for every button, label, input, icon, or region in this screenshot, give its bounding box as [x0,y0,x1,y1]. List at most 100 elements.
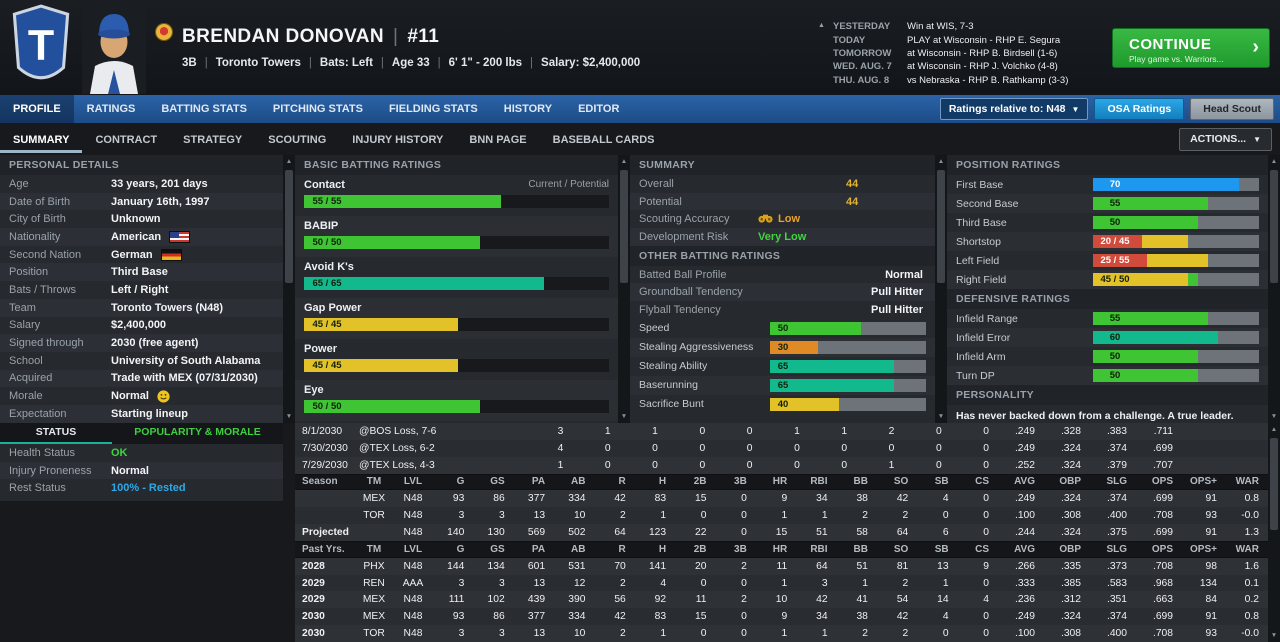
table-cell: 11 [776,560,788,572]
scrollbar-thumb[interactable] [1270,170,1278,283]
table-cell: MEX [362,493,386,505]
scroll-up-icon[interactable]: ▲ [620,158,628,165]
table-cell: .335 [1060,560,1081,572]
nav-tab-history[interactable]: HISTORY [503,103,553,115]
subnav-tab-contract[interactable]: CONTRACT [95,134,158,146]
table-cell: 34 [816,493,828,505]
nav-tab-pitching-stats[interactable]: PITCHING STATS [272,103,363,115]
table-cell: .324 [1060,611,1081,623]
detail-value: Left / Right [111,283,169,296]
scroll-down-icon[interactable]: ▼ [1270,413,1278,420]
table-cell: 13 [533,628,546,640]
nav-tab-ratings[interactable]: RATINGS [86,103,136,115]
schedule-collapse-icon[interactable]: ▲ [818,22,825,29]
table-cell: .324 [1060,526,1081,538]
table-cell: 3 [557,425,564,437]
table-cell: .375 [1106,526,1127,538]
table-cell: .699 [1152,442,1173,454]
stats-row: TOR N48 3 3 13 10 2 1 0 0 1 1 2 2 0 0.100.308.400.708 93… [295,507,1268,525]
table-cell: 0 [652,459,658,471]
scrollbar[interactable]: ▲ ▼ [283,155,295,423]
schedule-block: YESTERDAY Win at WIS, 7-3 TODAY PLAY at Wis… [833,20,1113,87]
table-cell: R [618,476,626,488]
scrollbar-thumb[interactable] [620,170,628,283]
subnav-tab-summary[interactable]: SUMMARY [0,125,82,153]
table-cell: .244 [1014,526,1035,538]
table-cell: 93 [1205,628,1217,640]
table-cell: 0 [699,442,706,454]
rating-stealing-aggressiveness: Stealing Aggressiveness 30 [630,337,935,357]
nav-tab-batting-stats[interactable]: BATTING STATS [161,103,247,115]
game-log-row[interactable]: 8/1/2030 @BOS Loss, 7-6 3 1 1 0 0 1 1 2 0 0 .249 .328… [295,423,1268,440]
status-tab-status[interactable]: STATUS [0,423,112,444]
rating-bar [350,318,609,331]
table-cell: 2 [620,577,626,589]
profile-row-groundball-tendency: Groundball Tendency Pull Hitter [630,283,935,302]
scrollbar[interactable]: ▲ ▼ [935,155,947,423]
scrollbar-thumb[interactable] [937,170,945,283]
table-cell: 15 [775,526,788,538]
team-logo: T [10,4,72,90]
scroll-down-icon[interactable]: ▼ [937,413,945,420]
ratings-relative-select[interactable]: Ratings relative to: N48 ▼ [939,98,1089,120]
rating-bar [1137,178,1259,191]
table-cell: 98 [1205,560,1217,572]
header: T BRENDAN DONOVAN | #11 3B | Toronto Towers |… [0,0,1280,95]
scrollbar-thumb[interactable] [1270,438,1278,530]
subnav-tab-scouting[interactable]: SCOUTING [268,134,327,146]
nav-tab-profile[interactable]: PROFILE [0,95,74,123]
table-cell: 2 [741,594,747,606]
table-cell: H [658,543,667,555]
table-cell: 1.6 [1244,560,1259,572]
scroll-down-icon[interactable]: ▼ [620,413,628,420]
table-cell: 111 [448,594,465,606]
table-cell: .374 [1106,611,1127,623]
table-cell: 11 [695,594,707,606]
scroll-up-icon[interactable]: ▲ [937,158,945,165]
continue-button[interactable]: CONTINUE Play game vs. Warriors... › [1112,28,1270,68]
table-cell: 377 [527,493,546,505]
osa-ratings-button[interactable]: OSA Ratings [1094,98,1185,120]
nav-tab-fielding-stats[interactable]: FIELDING STATS [388,103,478,115]
table-cell: 377 [527,611,546,623]
stats-row: MEX N48 93 86 377 334 42 83 15 0 9 34 38 42 4 0 .249 .324… [295,490,1268,508]
scroll-up-icon[interactable]: ▲ [1270,158,1278,165]
scrollbar[interactable]: ▲ ▼ [618,155,630,423]
scrollbar-thumb[interactable] [285,170,293,283]
rating-label: Eye [304,384,324,396]
table-cell: 531 [568,560,586,572]
table-cell: 0 [942,628,949,640]
ratings-relative-label: Ratings relative to: N48 [948,103,1066,115]
scroll-down-icon[interactable]: ▼ [1270,632,1278,639]
subnav-tab-baseball-cards[interactable]: BASEBALL CARDS [552,134,655,146]
game-log-row[interactable]: 7/30/2030 @TEX Loss, 6-2 4 0 0 0 0 0 0 0 0 0 .249 .32… [295,439,1268,457]
table-cell: 51 [856,560,868,572]
head-scout-button[interactable]: Head Scout [1190,98,1274,120]
scrollbar[interactable]: ▲ ▼ [1268,423,1280,642]
rating-bar [350,277,609,290]
subnav-tab-strategy[interactable]: STRATEGY [183,134,243,146]
rating-bar [796,359,926,373]
actions-button[interactable]: ACTIONS... ▼ [1179,128,1272,151]
detail-row-position: Position Third Base [0,263,283,282]
subnav-tab-injury-history[interactable]: INJURY HISTORY [352,134,444,146]
rating-value-badge: 55 [1093,312,1137,325]
status-tab-popularity-morale[interactable]: POPULARITY & MORALE [134,426,261,438]
table-cell: 1 [781,628,788,640]
nav-tab-editor[interactable]: EDITOR [578,103,620,115]
rating-bar [1137,197,1259,210]
scroll-up-icon[interactable]: ▲ [285,158,293,165]
table-cell: BB [853,476,868,488]
game-log-row[interactable]: 7/29/2030 @TEX Loss, 4-3 1 0 0 0 0 0 0 1 0 0 .252 .32… [295,456,1268,474]
rating-label: Sacrifice Bunt [639,398,704,411]
summary-value: 44 [846,195,859,208]
scroll-up-icon[interactable]: ▲ [1270,426,1278,433]
stats-row: Projected N48 140 130 569 502 64 123 22 0 15 51 58 64… [295,524,1268,541]
table-cell: WAR [1235,476,1259,488]
table-cell: AB [570,543,586,555]
scrollbar[interactable]: ▲ ▼ [1268,155,1280,423]
detail-value: 33 years, 201 days [111,177,208,190]
table-cell: CS [975,476,989,488]
scroll-down-icon[interactable]: ▼ [285,413,293,420]
subnav-tab-bnn-page[interactable]: BNN PAGE [469,134,527,146]
